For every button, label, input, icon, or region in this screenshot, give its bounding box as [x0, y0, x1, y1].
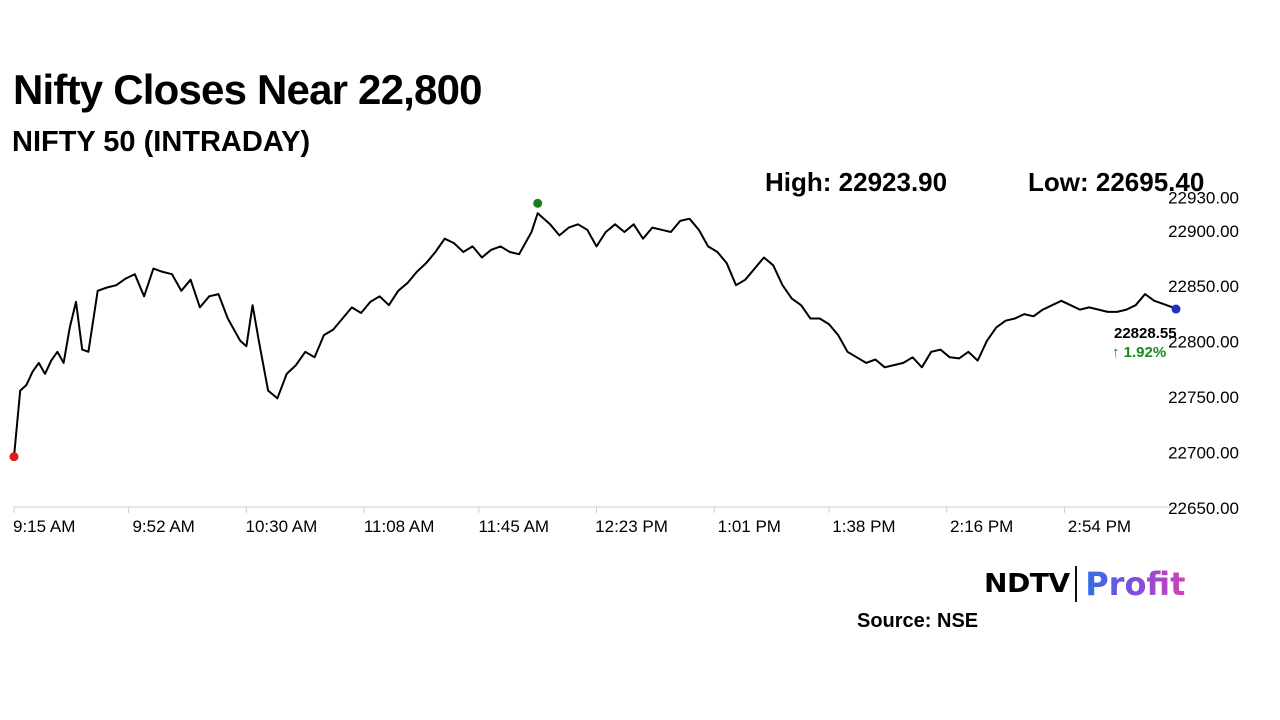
y-tick-label: 22900.00	[1168, 222, 1239, 241]
x-tick-label: 2:54 PM	[1068, 517, 1131, 536]
last-price-marker	[1171, 304, 1181, 314]
y-tick-label: 22930.00	[1168, 189, 1239, 208]
open-marker	[9, 452, 19, 462]
logo-divider	[1075, 566, 1078, 602]
source-note: Source: NSE	[857, 610, 979, 632]
x-tick-label: 9:52 AM	[132, 517, 194, 536]
chart-subtitle: NIFTY 50 (INTRADAY)	[12, 126, 311, 158]
x-tick-label: 9:15 AM	[13, 517, 75, 536]
x-tick-label: 11:08 AM	[364, 517, 435, 536]
x-tick-label: 2:16 PM	[950, 517, 1013, 536]
logo-profit-text: Profit	[1085, 565, 1186, 603]
y-tick-label: 22800.00	[1168, 333, 1239, 352]
x-tick-label: 10:30 AM	[245, 517, 317, 536]
price-line-series	[13, 212, 1177, 457]
y-tick-label: 22650.00	[1168, 499, 1239, 518]
logo-ndtv-text: NDTV	[984, 569, 1070, 599]
y-tick-label: 22850.00	[1168, 277, 1239, 296]
change-percent-label: ↑ 1.92%	[1112, 344, 1166, 361]
last-price-label: 22828.55	[1114, 325, 1177, 342]
x-tick-label: 1:38 PM	[832, 517, 895, 536]
ndtv-profit-logo: NDTV Profit	[984, 562, 1185, 606]
chart-title: Nifty Closes Near 22,800	[13, 66, 483, 113]
high-marker	[533, 198, 543, 208]
low-value-label: Low: 22695.40	[1028, 167, 1204, 197]
y-axis: 22650.00 22700.00 22750.00 22800.00 22850.00…	[1168, 189, 1239, 518]
x-axis: 9:15 AM 9:52 AM 10:30 AM 11:08 AM 11:45 AM 12…	[13, 507, 1131, 536]
x-tick-label: 12:23 PM	[595, 517, 668, 536]
y-tick-label: 22700.00	[1168, 444, 1239, 463]
x-tick-label: 1:01 PM	[718, 517, 781, 536]
y-tick-label: 22750.00	[1168, 388, 1239, 407]
high-value-label: High: 22923.90	[765, 167, 947, 197]
x-tick-label: 11:45 AM	[479, 517, 550, 536]
